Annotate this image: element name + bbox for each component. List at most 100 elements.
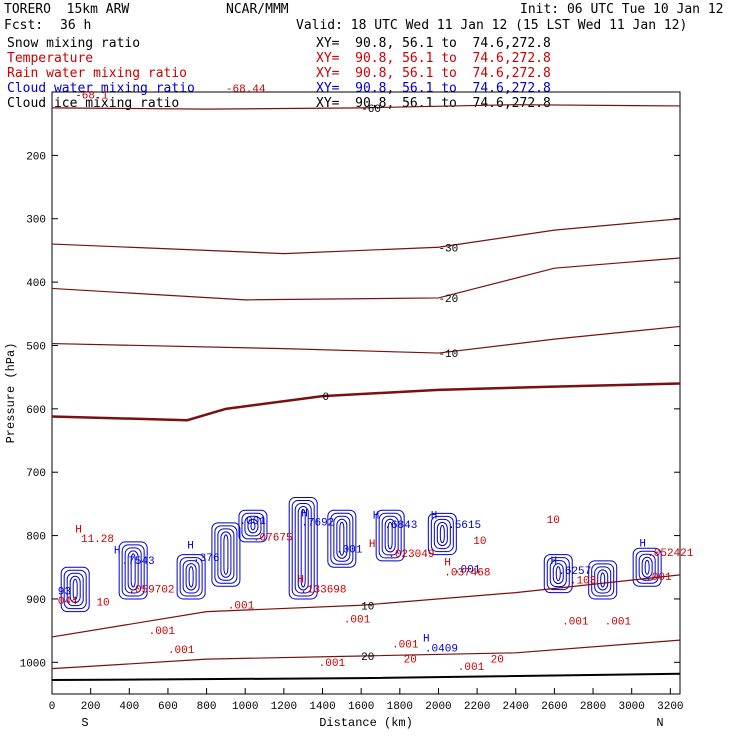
- cloud-contour: [66, 572, 84, 607]
- cloud-contour: [552, 563, 564, 585]
- cloud-contour: [118, 541, 148, 600]
- cloud-contour: [244, 515, 262, 537]
- valid-time: Valid: 18 UTC Wed 11 Jan 12 (15 LST Wed …: [296, 18, 688, 33]
- field-xy: XY= 90.8, 56.1 to 74.6,272.8: [316, 66, 551, 81]
- field-value-label: .001: [458, 662, 485, 674]
- field-value-label: .6257: [558, 566, 591, 578]
- x-tick-label: 2800: [580, 701, 606, 713]
- cloud-contour: [439, 524, 445, 544]
- cloud-contour: [555, 566, 561, 582]
- cloud-contour: [430, 515, 454, 553]
- cloud-contour: [250, 521, 256, 531]
- field-value-label: .0409: [425, 644, 458, 656]
- field-value-label: -68.1: [75, 90, 108, 102]
- cloud-contour: [63, 569, 87, 610]
- cloud-contour: [211, 522, 241, 587]
- field-value-label: H: [187, 540, 194, 552]
- field-value-label: .001: [319, 658, 346, 670]
- surface-line: [51, 672, 681, 682]
- field-value-label: .001: [392, 640, 419, 652]
- field-value-label: H: [301, 509, 308, 521]
- isotherm-label: -20: [438, 294, 458, 306]
- field-value-label: .001: [605, 616, 632, 628]
- x-tick-label: 1200: [271, 701, 297, 713]
- cloud-contour: [182, 560, 200, 594]
- cloud-contour: [336, 518, 348, 559]
- cloud-contour: [188, 566, 194, 588]
- field-value-label: .001: [228, 600, 255, 612]
- field-value-label: H: [431, 510, 438, 522]
- cloud-contour: [238, 509, 268, 543]
- y-tick-label: 200: [26, 151, 46, 163]
- field-value-label: 11.28: [81, 534, 114, 546]
- cloud-contour: [588, 560, 618, 600]
- cloud-contour: [291, 500, 315, 597]
- field-value-label: .001: [168, 645, 195, 657]
- field-value-label: .7543: [122, 556, 155, 568]
- isotherm-line: [51, 382, 681, 422]
- field-value-label: H: [297, 574, 304, 586]
- y-tick-label: 800: [26, 532, 46, 544]
- field-value-label: .001: [645, 572, 672, 584]
- cloud-contour: [130, 553, 136, 588]
- y-tick-label: 500: [26, 341, 46, 353]
- x-tick-label: 600: [158, 701, 178, 713]
- cloud-contour: [600, 572, 606, 588]
- field-value-label: .001: [344, 614, 371, 626]
- cloud-contour: [127, 550, 139, 591]
- field-value-label: H: [75, 524, 82, 536]
- isotherm-line: [51, 325, 681, 354]
- field-value-label: 20: [404, 654, 417, 666]
- cloud-contour: [176, 554, 206, 600]
- x-tick-label: 1000: [232, 701, 258, 713]
- y-axis-title: Pressure (hPa): [4, 343, 18, 444]
- field-value-label: 10: [473, 536, 486, 548]
- field-xy: XY= 90.8, 56.1 to 74.6,272.8: [316, 51, 551, 66]
- isotherm-label: 10: [361, 601, 374, 613]
- isotherm-line: [51, 639, 681, 670]
- field-value-label: -68.44: [226, 84, 266, 96]
- field-value-label: .001: [562, 616, 589, 628]
- y-tick-label: 900: [26, 595, 46, 607]
- cloud-contour: [635, 550, 659, 584]
- cloud-contour: [297, 506, 309, 591]
- field-value-label: .001: [336, 545, 363, 557]
- cloud-contour: [220, 531, 232, 578]
- cloud-contour: [543, 554, 573, 594]
- cloud-contour: [433, 518, 451, 550]
- cloud-contour: [217, 528, 235, 581]
- cloud-contour: [381, 515, 399, 556]
- x-tick-label: 3000: [618, 701, 644, 713]
- y-tick-label: 700: [26, 468, 46, 480]
- cloud-contour: [632, 547, 662, 587]
- cloud-contour: [591, 563, 615, 597]
- field-name: Rain water mixing ratio: [7, 66, 188, 81]
- field-value-label: H: [373, 510, 380, 522]
- x-tick-label: 3200: [657, 701, 683, 713]
- x-tick-label: 800: [197, 701, 217, 713]
- center-name: NCAR/MMM: [226, 2, 289, 17]
- cloud-contour: [384, 518, 396, 553]
- field-value-label: .052421: [647, 548, 694, 560]
- field-value-label: H: [369, 539, 376, 551]
- field-name: Snow mixing ratio: [7, 36, 141, 51]
- field-value-label: H: [423, 633, 430, 645]
- north-end-label: N: [656, 716, 663, 730]
- cloud-contour: [223, 534, 229, 575]
- field-value-label: .001: [149, 626, 176, 638]
- cloud-contour: [300, 509, 306, 588]
- init-time: Init: 06 UTC Tue 10 Jan 12: [520, 2, 724, 17]
- y-tick-label: 1000: [20, 658, 46, 670]
- cloud-contour: [60, 566, 90, 613]
- forecast-label: Fcst:: [4, 18, 44, 33]
- x-tick-label: 0: [49, 701, 56, 713]
- field-value-label: .7692: [301, 517, 334, 529]
- model-name: TORERO 15km ARW: [4, 2, 130, 17]
- x-tick-label: 2600: [541, 701, 567, 713]
- cloud-contour: [597, 569, 609, 591]
- south-end-label: S: [81, 716, 88, 730]
- cloud-contour: [333, 515, 351, 562]
- field-value-label: .023049: [388, 549, 434, 561]
- field-xy: XY= 90.8, 56.1 to 74.6,272.8: [316, 36, 551, 51]
